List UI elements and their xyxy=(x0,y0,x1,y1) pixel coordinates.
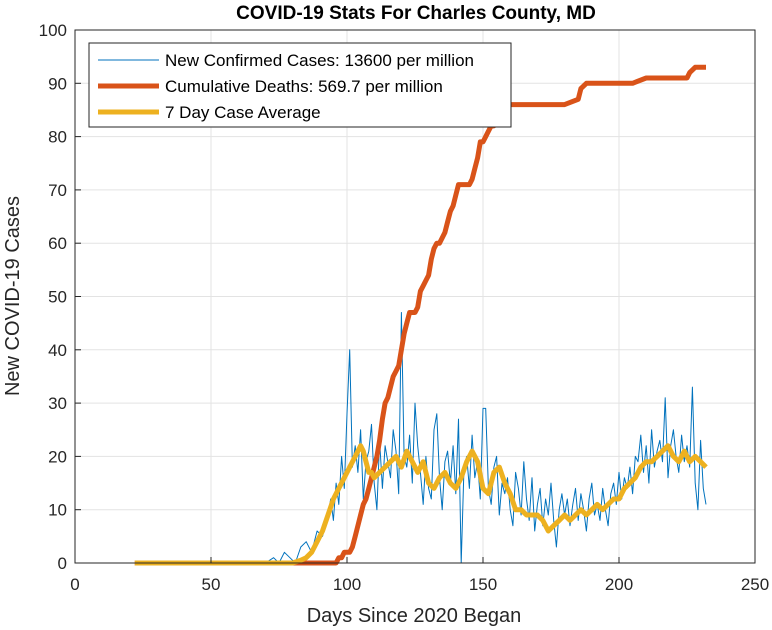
x-tick-label: 250 xyxy=(741,575,769,594)
x-tick-label: 150 xyxy=(469,575,497,594)
series-layer xyxy=(134,64,708,566)
legend-label: 7 Day Case Average xyxy=(165,103,321,122)
x-axis-title: Days Since 2020 Began xyxy=(307,605,522,627)
x-ticks: 0 50 100 150 200 250 xyxy=(70,557,769,594)
y-tick-label: 50 xyxy=(48,288,67,307)
legend-box xyxy=(88,42,512,128)
x-tick-label: 200 xyxy=(605,575,633,594)
legend-label: Cumulative Deaths: 569.7 per million xyxy=(165,77,443,96)
y-tick-label: 40 xyxy=(48,341,67,360)
y-tick-label: 30 xyxy=(48,394,67,413)
y-tick-label: 10 xyxy=(48,501,67,520)
x-tick-label: 0 xyxy=(70,575,79,594)
y-tick-label: 90 xyxy=(48,74,67,93)
legend-label: New Confirmed Cases: 13600 per million xyxy=(165,51,474,70)
series-cumulative-deaths-line xyxy=(134,64,706,566)
y-tick-label: 60 xyxy=(48,234,67,253)
legend: New Confirmed Cases: 13600 per million Cu… xyxy=(88,42,512,128)
series-7-day-average-line xyxy=(134,443,708,566)
y-tick-label: 80 xyxy=(48,128,67,147)
y-tick-label: 0 xyxy=(58,554,67,573)
y-axis-title: New COVID-19 Cases xyxy=(2,196,24,396)
y-ticks: 0 10 20 30 40 50 60 70 80 90 100 xyxy=(39,21,81,573)
y-tick-label: 100 xyxy=(39,21,67,40)
y-tick-label: 20 xyxy=(48,447,67,466)
x-tick-label: 50 xyxy=(202,575,221,594)
chart-title: COVID-19 Stats For Charles County, MD xyxy=(236,3,596,24)
x-tick-label: 100 xyxy=(333,575,361,594)
y-tick-label: 70 xyxy=(48,181,67,200)
